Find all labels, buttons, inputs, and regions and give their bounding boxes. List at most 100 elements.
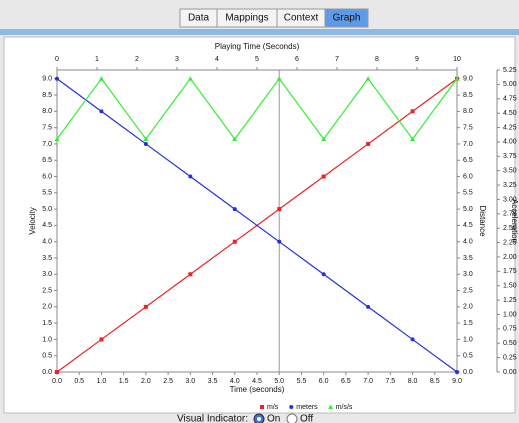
y2-tick-label: 3.25 — [503, 182, 517, 189]
y2-axis-title: Acceleration — [510, 199, 519, 243]
y2-tick-label: 0.50 — [503, 340, 517, 347]
tab-label[interactable]: Context — [284, 13, 319, 24]
x2-tick-label: 7 — [335, 56, 339, 63]
y3-tick-label: 0.5 — [463, 353, 473, 360]
y2-tick-label: 2.00 — [503, 254, 517, 261]
y-tick-label: 4.0 — [42, 239, 52, 246]
x-tick-label: 7.0 — [363, 378, 373, 385]
x-tick-label: 5.0 — [274, 378, 284, 385]
legend-marker — [289, 405, 294, 409]
y3-tick-label: 6.5 — [463, 157, 473, 164]
y2-tick-label: 4.50 — [503, 110, 517, 117]
y2-tick-label: 4.75 — [503, 96, 517, 103]
y-tick-label: 5.0 — [42, 206, 52, 213]
y3-tick-label: 4.5 — [463, 222, 473, 229]
y2-tick-label: 0.75 — [503, 326, 517, 333]
y3-tick-label: 3.0 — [463, 271, 473, 278]
radio-off-label[interactable]: Off — [300, 414, 313, 423]
x-tick-label: 7.5 — [385, 378, 395, 385]
y3-tick-label: 2.0 — [463, 304, 473, 311]
x2-tick-label: 3 — [175, 56, 179, 63]
tab-bar: Data Mappings Context Graph — [179, 8, 369, 28]
y2-tick-label: 3.50 — [503, 168, 517, 175]
marker — [54, 136, 60, 142]
marker — [99, 337, 104, 342]
tab-band — [0, 29, 519, 35]
x2-tick-label: 4 — [215, 56, 219, 63]
y2-tick-label: 2.75 — [503, 211, 517, 218]
marker — [187, 76, 193, 81]
y-tick-label: 8.5 — [42, 92, 52, 99]
x-tick-label: 5.5 — [297, 378, 307, 385]
x2-tick-label: 5 — [255, 56, 259, 63]
marker — [232, 136, 238, 142]
marker — [143, 136, 149, 142]
marker — [188, 174, 193, 179]
y3-tick-label: 2.5 — [463, 287, 473, 294]
marker — [232, 239, 237, 244]
x-tick-label: 9.0 — [452, 378, 462, 385]
marker — [410, 337, 415, 342]
y-tick-label: 0.5 — [42, 353, 52, 360]
x-tick-label: 2.0 — [141, 378, 151, 385]
y2-tick-label: 4.00 — [503, 139, 517, 146]
series-line — [56, 78, 458, 373]
chart-panel — [3, 36, 516, 414]
tab-label[interactable]: Data — [188, 13, 210, 24]
x-tick-label: 3.0 — [185, 378, 195, 385]
x-tick-label: 8.5 — [430, 378, 440, 385]
x-tick-label: 0.0 — [52, 378, 62, 385]
marker — [410, 109, 415, 114]
x-tick-label: 1.0 — [97, 378, 107, 385]
y-tick-label: 0.0 — [42, 369, 52, 376]
y3-tick-label: 7.0 — [463, 141, 473, 148]
y-axis-title: Velocity — [28, 207, 37, 235]
y2-tick-label: 2.25 — [503, 239, 517, 246]
y2-tick-label: 5.25 — [503, 67, 517, 74]
x2-tick-label: 1 — [95, 56, 99, 63]
tab[interactable] — [324, 8, 369, 28]
marker — [365, 76, 371, 81]
tab-label[interactable]: Mappings — [225, 13, 268, 24]
y3-tick-label: 5.0 — [463, 206, 473, 213]
y-tick-label: 8.0 — [42, 108, 52, 115]
y2-tick-label: 2.50 — [503, 225, 517, 232]
legend-label: meters — [296, 404, 318, 411]
marker — [321, 136, 327, 142]
legend-marker — [260, 405, 264, 409]
y3-tick-label: 9.0 — [463, 76, 473, 83]
chart: 0.0 0.5 1.0 1.5 2.0 2.5 3.0 3.5 4.0 4.5 5.0 5.5 6.0 6… — [28, 42, 519, 411]
marker — [143, 304, 148, 309]
y3-tick-label: 8.5 — [463, 92, 473, 99]
x2-tick-label: 2 — [135, 56, 139, 63]
y2-tick-label: 3.00 — [503, 196, 517, 203]
radio-off[interactable] — [286, 413, 298, 423]
radio-on-label[interactable]: On — [267, 414, 280, 423]
y3-axis-title: Distance — [478, 205, 487, 237]
x-tick-label: 6.0 — [319, 378, 329, 385]
y2-tick-label: 5.00 — [503, 81, 517, 88]
y-tick-label: 2.0 — [42, 304, 52, 311]
x2-tick-label: 6 — [295, 56, 299, 63]
marker — [277, 207, 282, 212]
y2-tick-label: 0.25 — [503, 354, 517, 361]
tab-label[interactable]: Graph — [333, 13, 361, 24]
x-tick-label: 4.5 — [252, 378, 262, 385]
marker — [232, 207, 237, 212]
marker — [99, 109, 104, 114]
y2-tick-label: 3.75 — [503, 153, 517, 160]
x2-axis-title: Playing Time (Seconds) — [215, 42, 300, 51]
radio-dot — [257, 417, 261, 421]
marker — [321, 174, 326, 179]
x-tick-label: 2.5 — [163, 378, 173, 385]
marker — [98, 76, 104, 81]
marker — [277, 239, 282, 244]
y2-tick-label: 1.50 — [503, 283, 517, 290]
x2-tick-label: 9 — [415, 56, 419, 63]
legend-label: m/s/s — [336, 404, 353, 411]
y-tick-label: 5.5 — [42, 190, 52, 197]
y-tick-label: 3.5 — [42, 255, 52, 262]
y-tick-label: 7.5 — [42, 125, 52, 132]
legend-marker — [328, 404, 334, 409]
